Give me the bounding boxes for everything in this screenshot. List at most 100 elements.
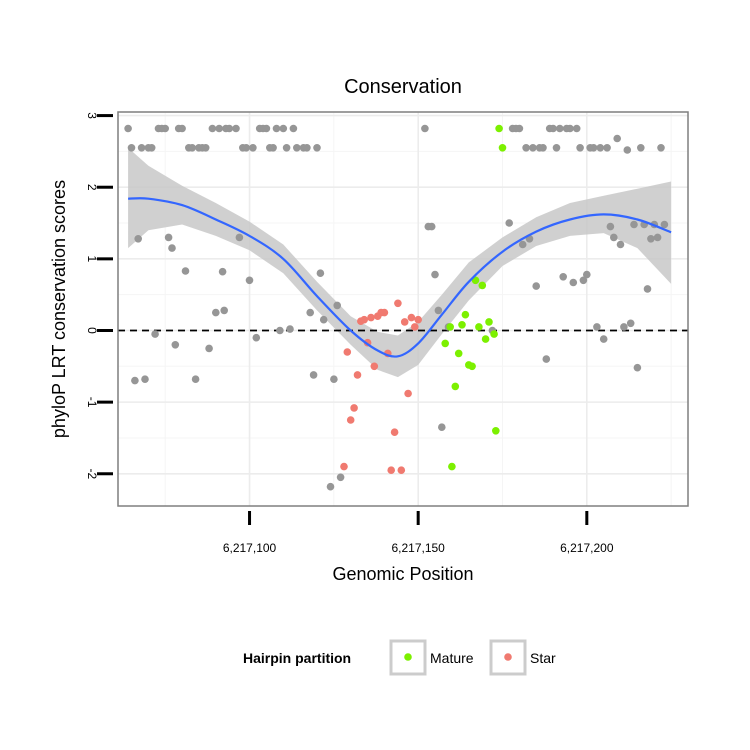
point-star [380,308,389,317]
point-other [309,371,318,379]
point-other [235,233,244,242]
point-other [599,335,608,343]
point-other [282,144,291,152]
legend-title: Hairpin partition [243,650,351,666]
y-tick-label: -2 [85,468,99,479]
plot-background [118,112,688,506]
point-other [603,144,611,152]
point-other [572,124,581,133]
point-mature [448,462,456,471]
point-other [306,308,315,317]
point-other [178,124,186,133]
point-mature [498,144,507,152]
point-other [583,270,591,279]
point-other [289,124,298,133]
point-other [438,423,446,432]
point-other [124,124,132,133]
point-mature [475,323,483,331]
point-other [232,124,240,133]
point-star [411,323,419,331]
plot-panel [117,111,689,507]
point-other [532,282,540,290]
point-other [336,473,345,482]
point-other [134,235,142,243]
point-star [367,313,375,322]
y-axis-title: phyloP LRT conservation scores [49,180,69,438]
point-other [326,482,335,491]
point-other [272,124,281,133]
y-tick-label: 1 [85,256,99,263]
point-mature [492,427,500,435]
point-other [262,124,271,133]
point-other [161,124,169,133]
legend: Hairpin partition Mature Star [243,639,556,676]
x-tick-label: 6,217,200 [560,541,614,555]
point-star [397,466,406,475]
point-other [559,273,567,281]
point-other [303,144,311,152]
point-other [188,144,196,152]
point-star [387,466,396,475]
point-other [205,344,213,353]
legend-label-star: Star [530,650,556,666]
smooth-line [128,197,672,358]
point-other [657,144,665,152]
point-star [343,348,352,356]
point-other [653,233,662,242]
x-axis-title: Genomic Position [332,564,473,584]
point-other [208,124,217,133]
point-other [630,220,638,229]
point-other [505,219,513,227]
point-other [242,144,250,152]
x-tick-label: 6,217,100 [223,541,277,555]
point-other [596,144,605,152]
point-other [539,144,547,152]
smooth-trend-line [128,197,672,358]
point-other [279,124,288,133]
point-other [225,124,234,133]
point-other [434,306,443,315]
point-other [293,144,301,152]
point-mature [454,349,463,358]
point-other [249,144,257,152]
legend-swatch-mature [404,653,412,661]
point-star [350,404,358,412]
point-other [201,144,210,152]
legend-swatch-star [504,653,512,661]
point-star [346,416,355,424]
point-other [269,144,277,152]
point-other [633,363,642,372]
point-other [660,220,669,229]
point-star [353,371,362,379]
point-other [589,144,598,152]
point-other [276,326,284,335]
point-other [191,375,200,384]
point-other [620,323,628,331]
point-mature [495,124,503,133]
point-other [220,306,228,315]
point-star [404,389,412,398]
point-other [529,144,537,152]
point-other [606,222,615,231]
point-other [576,144,584,152]
point-other [147,144,156,152]
plot-border [117,111,689,507]
point-other [610,233,618,242]
point-mature [446,323,455,331]
point-other [171,341,180,349]
y-tick-label: -1 [85,397,99,408]
point-other [215,124,223,133]
point-other [218,267,227,276]
point-star [400,318,409,326]
point-other [623,146,632,154]
point-star [390,428,399,437]
y-tick-label: 2 [85,184,99,191]
series-mature [441,124,507,471]
point-other [593,323,601,331]
point-mature [461,310,470,319]
point-other [141,375,149,384]
point-mature [478,281,487,290]
point-other [647,235,655,243]
point-other [245,276,254,285]
